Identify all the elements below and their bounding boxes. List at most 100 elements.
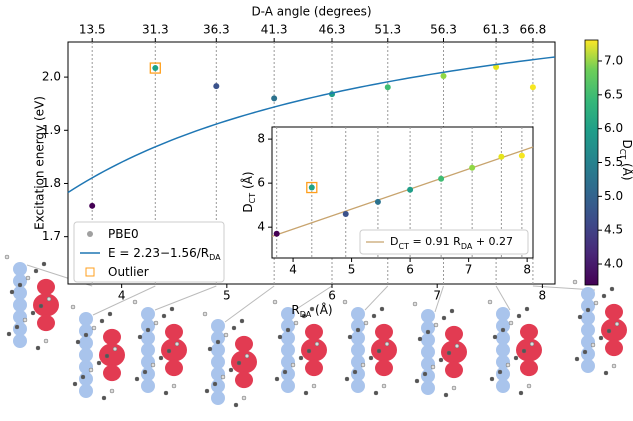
donor-density: [351, 319, 365, 333]
molecule: [202, 311, 257, 408]
x2-tick-label: 61.3: [483, 23, 510, 37]
donor-density: [211, 355, 225, 369]
donor-density: [13, 274, 27, 288]
atom: [585, 307, 591, 313]
acceptor-density: [520, 323, 538, 341]
acceptor-density: [520, 359, 538, 377]
donor-density: [581, 299, 595, 313]
molecule: [70, 304, 125, 401]
atom: [9, 289, 15, 295]
colorbar-tick-label: 6.0: [604, 121, 623, 135]
atom: [166, 348, 172, 354]
donor-density: [421, 369, 435, 383]
subscript: CT: [398, 242, 409, 251]
subscript: CT: [618, 149, 627, 160]
outlier-marker: [149, 62, 161, 74]
acceptor-density: [371, 338, 397, 362]
acceptor-density: [165, 323, 183, 341]
x2-tick-label: 51.3: [374, 23, 401, 37]
x2-tick-label: 36.3: [203, 23, 230, 37]
point: [493, 63, 500, 70]
donor-density: [281, 331, 295, 345]
acceptor-density: [516, 338, 542, 362]
atom: [241, 395, 247, 401]
acceptor-density: [601, 318, 627, 342]
acceptor-density: [441, 340, 467, 364]
atom: [236, 360, 242, 366]
atom: [577, 314, 583, 320]
text-part: (Å): [240, 171, 255, 192]
atom: [497, 369, 503, 375]
subscript: DA: [300, 310, 312, 319]
atom: [412, 301, 418, 307]
acceptor-density: [605, 339, 623, 357]
atom: [132, 299, 138, 305]
donor-density: [13, 262, 27, 276]
molecule: [487, 299, 542, 396]
atom: [6, 331, 12, 337]
x-tick-label: 8: [523, 263, 531, 277]
legend-label: Outlier: [108, 265, 149, 279]
donor-density: [351, 307, 365, 321]
x-tick-label: 5: [348, 263, 356, 277]
atom: [99, 318, 105, 324]
x2-tick-label: 56.3: [430, 23, 457, 37]
donor-density: [211, 343, 225, 357]
acceptor-density: [103, 364, 121, 382]
donor-density: [281, 367, 295, 381]
donor-density: [141, 307, 155, 321]
atom: [153, 320, 159, 326]
y-tick-label: 2.0: [42, 70, 61, 84]
atom: [72, 381, 78, 387]
atom: [454, 343, 460, 349]
subscript: DA: [209, 253, 221, 262]
point: [440, 73, 447, 80]
atom: [446, 350, 452, 356]
atom: [489, 376, 495, 382]
donor-density: [13, 322, 27, 336]
atom: [277, 334, 283, 340]
atom: [508, 320, 514, 326]
donor-density: [421, 381, 435, 395]
point: [384, 84, 391, 91]
y-axis-label: Excitation energy (eV): [33, 96, 47, 230]
molecule: [412, 301, 467, 398]
atom: [145, 327, 151, 333]
atom: [43, 338, 49, 344]
atom: [355, 327, 361, 333]
atom: [220, 374, 226, 380]
point: [213, 83, 220, 90]
atom: [301, 313, 307, 319]
atom: [109, 388, 115, 394]
point: [407, 186, 414, 193]
y-tick-label: 8: [257, 132, 265, 146]
atom: [414, 378, 420, 384]
donor-density: [211, 391, 225, 405]
point: [273, 230, 280, 237]
x2-tick-label: 31.3: [142, 23, 169, 37]
x2-tick-label: 66.8: [520, 23, 547, 37]
connector: [495, 285, 511, 311]
acceptor-density: [375, 359, 393, 377]
atom: [285, 327, 291, 333]
atom: [80, 374, 86, 380]
x-tick-label: 8: [539, 289, 547, 303]
atom: [83, 332, 89, 338]
connector: [434, 285, 444, 313]
connector: [92, 285, 156, 316]
atom: [298, 355, 304, 361]
donor-density: [79, 384, 93, 398]
connector: [294, 285, 333, 311]
atom: [158, 355, 164, 361]
atom: [88, 367, 94, 373]
donor-density: [79, 372, 93, 386]
donor-density: [141, 379, 155, 393]
colorbar-tick-label: 4.5: [604, 223, 623, 237]
atom: [25, 275, 31, 281]
atom: [371, 313, 377, 319]
acceptor-density: [235, 371, 253, 389]
y-tick-label: 6: [257, 176, 265, 190]
text-part: D: [390, 235, 398, 248]
atom: [104, 353, 110, 359]
